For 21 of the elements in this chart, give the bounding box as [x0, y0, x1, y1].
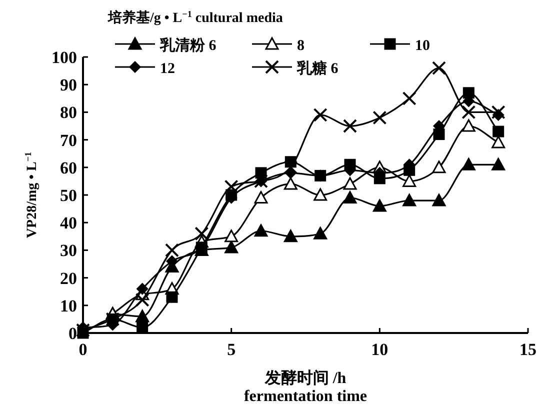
y-tick-label: 80 [60, 103, 77, 122]
legend-label: 乳清粉 6 [159, 37, 217, 54]
y-tick-label: 40 [60, 214, 77, 233]
y-tick-label: 90 [60, 76, 77, 95]
y-tick-label: 10 [60, 296, 77, 316]
x-tick-label: 10 [371, 340, 388, 359]
legend-label: 8 [297, 38, 304, 54]
y-tick-label: 50 [60, 186, 77, 205]
y-tick-label: 70 [60, 130, 77, 150]
legend-label: 10 [415, 38, 430, 54]
y-tick-label: 20 [60, 268, 77, 288]
y-tick-label: 60 [60, 158, 77, 178]
legend-label: 乳糖 6 [296, 60, 339, 77]
x-axis-title: 发酵时间 /h fermentation time [244, 369, 368, 405]
legend-label: 12 [160, 61, 175, 77]
y-tick-label: 0 [68, 324, 77, 343]
x-tick-label: 5 [227, 340, 236, 359]
x-tick-label: 15 [520, 340, 536, 359]
legend-title: 培养基/g • L$^{−1}$ cultural media [107, 9, 283, 26]
y-tick-label: 100 [52, 48, 77, 67]
y-tick-label: 30 [60, 241, 77, 260]
